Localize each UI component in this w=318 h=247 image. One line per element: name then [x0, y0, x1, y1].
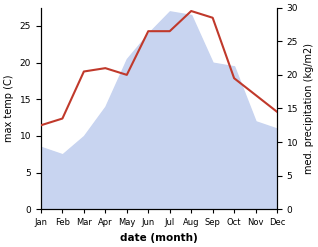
X-axis label: date (month): date (month) [120, 233, 198, 243]
Y-axis label: med. precipitation (kg/m2): med. precipitation (kg/m2) [304, 43, 314, 174]
Y-axis label: max temp (C): max temp (C) [4, 75, 14, 142]
